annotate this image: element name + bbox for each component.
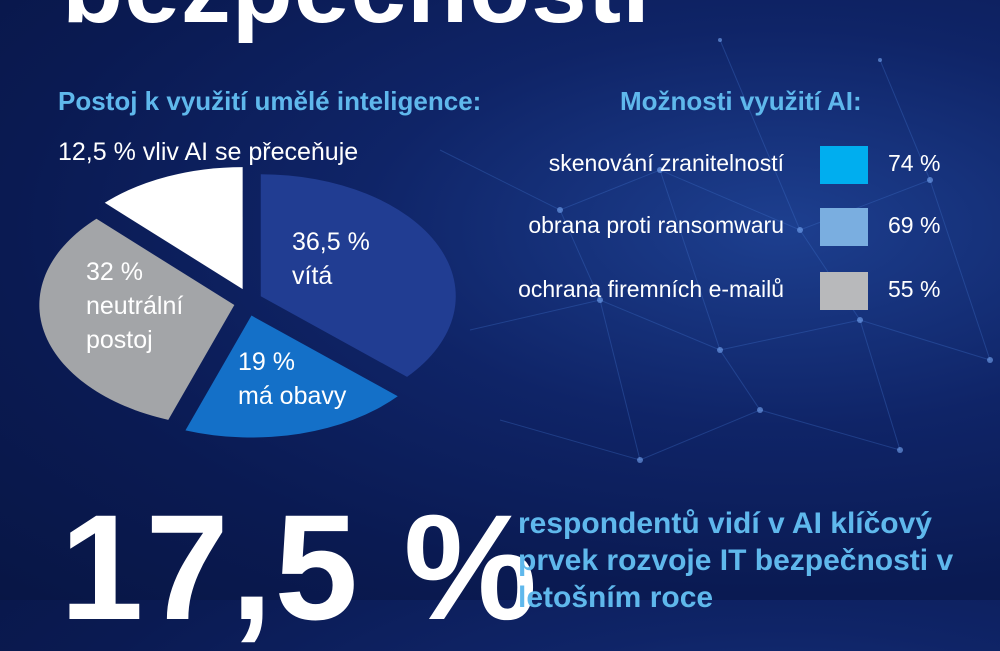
pie-chart-title: Postoj k využití umělé inteligence: bbox=[58, 86, 482, 116]
pie-slice bbox=[39, 218, 235, 420]
pie-slice bbox=[260, 174, 456, 377]
page-title: bezpečnosti bbox=[62, 0, 651, 38]
bar-swatch bbox=[820, 272, 868, 310]
pie-slice bbox=[104, 167, 243, 290]
bar-row-skenovani: skenování zranitelností 74 % bbox=[380, 146, 980, 186]
pie-outside-label: 12,5 % vliv AI se přeceňuje bbox=[58, 138, 359, 166]
pie-slice-desc-label: postoj bbox=[86, 326, 153, 354]
bar-label: obrana proti ransomwaru bbox=[528, 212, 784, 238]
bar-value-label: 69 % bbox=[888, 212, 941, 238]
highlight-number: 17,5 % bbox=[60, 483, 539, 651]
pie-slice bbox=[185, 315, 398, 438]
pie-slice-desc-label: neutrální bbox=[86, 292, 183, 320]
bar-row-emaily: ochrana firemních e-mailů 55 % bbox=[380, 272, 980, 312]
highlight-text: respondentů vidí v AI klíčový prvek rozv… bbox=[518, 507, 954, 614]
network-background bbox=[439, 38, 993, 463]
pie-slice-value-label: 36,5 % bbox=[292, 228, 370, 256]
pie-chart: 36,5 % vítá 19 % má obavy 32 % neutrální posto… bbox=[39, 167, 456, 438]
pie-slice-value-label: 32 % bbox=[86, 258, 143, 286]
bar-swatch bbox=[820, 146, 868, 184]
bar-chart-title: Možnosti využití AI: bbox=[620, 86, 862, 116]
bar-swatch bbox=[820, 208, 868, 246]
pie-slice-desc-label: vítá bbox=[292, 262, 332, 290]
bar-value-label: 74 % bbox=[888, 150, 941, 176]
bar-label: skenování zranitelností bbox=[548, 150, 784, 176]
bar-label: ochrana firemních e-mailů bbox=[518, 276, 784, 302]
bar-value-label: 55 % bbox=[888, 276, 941, 302]
pie-slice-value-label: 19 % bbox=[238, 348, 295, 376]
pie-slice-desc-label: má obavy bbox=[238, 382, 347, 410]
bar-row-ransomware: obrana proti ransomwaru 69 % bbox=[380, 208, 980, 248]
